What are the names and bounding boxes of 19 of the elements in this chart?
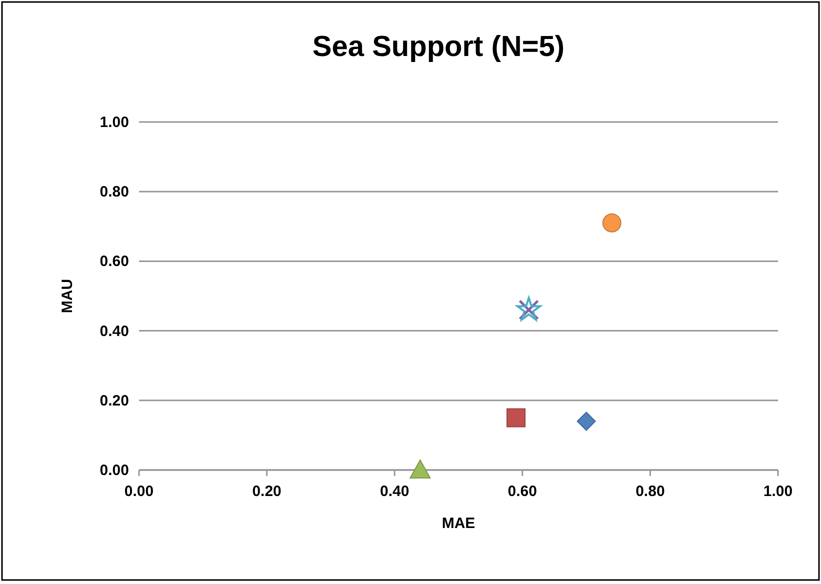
y-tick-label: 1.00 [100,114,129,131]
y-tick-label: 0.20 [100,392,129,410]
y-tick-label: 0.80 [100,184,129,201]
x-tick-label: 0.80 [636,483,665,500]
point [506,408,526,428]
chart-title: Sea Support (N=5) [312,31,565,63]
x-axis-title: MAE [442,515,476,532]
x-tick-label: 0.00 [124,483,154,500]
x-tick-label: 0.60 [508,483,537,500]
y-tick-label: 0.60 [100,253,129,270]
point [410,460,431,478]
y-axis-title: MAU [59,278,76,314]
point [602,213,622,232]
x-tick-label: 0.40 [380,483,410,500]
y-tick-label: 0.00 [100,462,129,479]
x-tick-label: 1.00 [763,483,793,500]
x-tick-label: 0.20 [252,483,282,500]
point [576,412,596,431]
y-tick-label: 0.40 [100,322,129,340]
